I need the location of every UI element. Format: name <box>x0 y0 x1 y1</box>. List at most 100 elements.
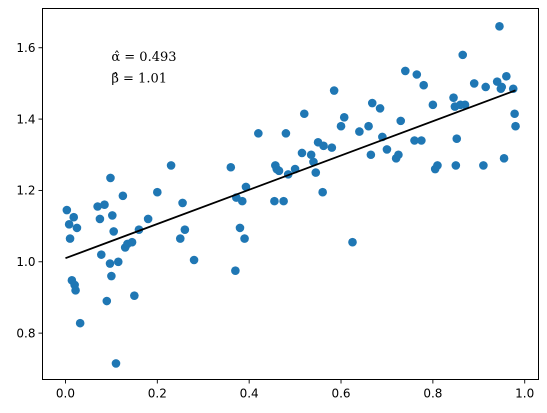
data-point <box>306 150 316 160</box>
data-point <box>451 161 461 170</box>
data-point <box>375 104 385 113</box>
data-point <box>235 223 245 233</box>
data-point <box>382 145 392 154</box>
data-point <box>93 202 102 211</box>
data-point <box>458 50 468 60</box>
y-tick-label: 0.8 <box>16 326 35 340</box>
data-point <box>102 296 112 306</box>
data-point <box>502 71 511 81</box>
y-tick-label: 1.4 <box>16 112 35 126</box>
data-point <box>109 227 118 236</box>
data-points-layer <box>62 22 520 368</box>
data-point <box>95 214 105 224</box>
fit-line-layer <box>65 89 516 260</box>
data-point <box>366 150 376 160</box>
data-point <box>419 80 428 90</box>
data-point <box>311 168 321 177</box>
data-point <box>417 136 426 145</box>
x-tick-label: 1.0 <box>515 387 534 401</box>
data-point <box>143 214 153 224</box>
data-point <box>65 234 75 243</box>
y-tick-label: 1.6 <box>16 41 35 55</box>
data-point <box>410 136 419 145</box>
data-point <box>105 259 115 268</box>
data-point <box>318 187 327 197</box>
data-point <box>510 109 519 119</box>
data-point <box>401 66 410 76</box>
data-point <box>254 129 263 138</box>
data-point <box>240 234 249 243</box>
data-point <box>279 196 288 206</box>
data-point <box>495 22 504 31</box>
data-point <box>96 250 106 259</box>
x-tick-label: 0.8 <box>423 387 442 401</box>
data-point <box>329 86 339 95</box>
data-point <box>364 121 373 131</box>
data-point <box>153 187 162 197</box>
data-point <box>106 173 115 183</box>
data-point <box>118 191 128 201</box>
data-point <box>241 182 251 192</box>
data-point <box>107 271 116 281</box>
x-tick-label: 0.4 <box>240 387 259 401</box>
data-point <box>497 82 507 92</box>
data-point <box>108 211 117 220</box>
data-point <box>511 121 520 131</box>
data-point <box>336 121 346 131</box>
regression-line <box>65 89 516 260</box>
data-point <box>175 234 185 243</box>
data-point <box>75 318 85 328</box>
data-point <box>327 143 337 152</box>
data-point <box>281 129 291 138</box>
data-point <box>237 196 247 206</box>
data-point <box>127 237 137 247</box>
data-point <box>412 70 422 79</box>
y-tick-label: 1.0 <box>16 255 35 269</box>
data-point <box>69 212 79 222</box>
data-point <box>189 255 199 265</box>
data-point <box>355 127 364 136</box>
data-point <box>452 134 462 144</box>
x-tick-label: 0.2 <box>148 387 167 401</box>
data-point <box>339 113 349 122</box>
y-axis-ticks: 0.8 1.0 1.2 1.4 1.6 <box>16 41 43 340</box>
data-point <box>72 223 82 233</box>
data-point <box>367 98 377 108</box>
data-point <box>481 82 490 92</box>
data-point <box>428 100 438 110</box>
data-point <box>270 196 279 206</box>
data-point <box>226 162 236 172</box>
data-point <box>499 154 509 163</box>
data-point <box>113 257 123 267</box>
data-point <box>231 266 240 276</box>
data-point <box>449 93 458 102</box>
data-point <box>178 198 187 208</box>
data-point <box>460 100 470 110</box>
data-point <box>319 141 328 151</box>
plot-frame <box>42 8 539 380</box>
data-point <box>394 150 403 160</box>
data-point <box>299 109 309 119</box>
data-point <box>130 291 139 300</box>
data-point <box>62 205 72 215</box>
data-point <box>469 79 479 88</box>
y-tick-label: 1.2 <box>16 184 35 198</box>
data-point <box>348 237 357 247</box>
data-point <box>71 286 80 295</box>
data-point <box>433 161 442 170</box>
data-point <box>479 161 488 170</box>
data-point <box>166 161 176 170</box>
x-tick-label: 0.6 <box>331 387 350 401</box>
beta-hat-annotation: β̂ = 1.01 <box>111 72 167 87</box>
data-point <box>297 148 307 158</box>
data-point <box>100 200 109 209</box>
annotations: α̂ = 0.493 β̂ = 1.01 <box>111 50 176 86</box>
data-point <box>274 166 284 176</box>
x-tick-label: 0.0 <box>56 387 75 401</box>
data-point <box>111 359 121 368</box>
data-point <box>180 225 190 234</box>
alpha-hat-annotation: α̂ = 0.493 <box>111 50 176 65</box>
x-axis-ticks: 0.0 0.2 0.4 0.6 0.8 1.0 <box>56 379 534 401</box>
data-point <box>64 220 74 229</box>
